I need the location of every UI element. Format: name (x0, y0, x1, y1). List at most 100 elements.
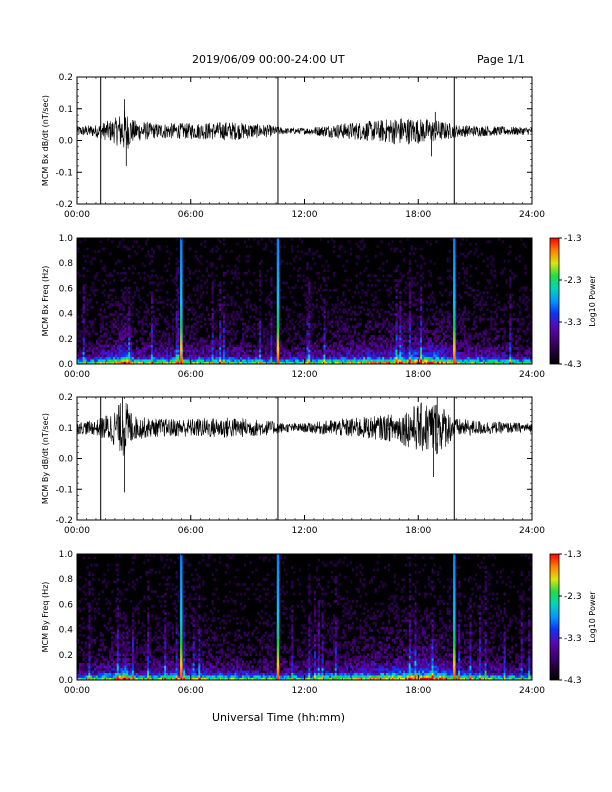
spectrogram-cell (380, 349, 383, 353)
spectrogram-cell (259, 271, 262, 275)
spectrogram-cell (367, 313, 370, 316)
spectrogram-cell (118, 313, 121, 316)
spectrogram-cell (279, 342, 283, 345)
spectrogram-cell (296, 313, 300, 316)
spectrogram-cell (442, 351, 446, 355)
spectrogram-cell (152, 269, 156, 273)
spectrogram-cell (217, 342, 220, 345)
spectrogram-cell (219, 291, 222, 295)
spectrogram-cell (183, 351, 186, 355)
spectrogram-cell (465, 269, 468, 273)
spectrogram-cell (128, 337, 131, 341)
spectrogram-cell (183, 339, 186, 343)
spectrogram-cell (228, 359, 231, 362)
spectrogram-cell (433, 262, 436, 265)
spectrogram-cell (245, 344, 248, 348)
spectrogram-cell (135, 347, 138, 350)
spectrogram-cell (509, 296, 512, 299)
spectrogram-cell (257, 356, 260, 360)
spectrogram-cell (249, 315, 252, 319)
spectrogram-cell (306, 337, 309, 341)
spectrogram-cell (444, 351, 447, 355)
spectrogram-cell (204, 359, 207, 362)
spectrogram-cell (154, 320, 157, 324)
spectrogram-cell (514, 339, 518, 343)
spectrogram-cell (238, 315, 241, 319)
spectrogram-cell (128, 332, 131, 336)
spectrogram-cell (327, 359, 330, 362)
spectrogram-cell (175, 361, 178, 365)
spectrogram-cell (175, 322, 178, 326)
spectrogram-cell (99, 351, 102, 355)
spectrogram-cell (312, 313, 315, 316)
spectrogram-cell (370, 284, 374, 287)
spectrogram-cell (128, 308, 131, 311)
spectrogram-cell (363, 349, 366, 353)
spectrogram-cell (514, 334, 518, 338)
spectrogram-cell (249, 342, 252, 345)
spectrogram-cell (348, 288, 351, 292)
spectrogram-cell (120, 361, 123, 365)
spectrogram-cell (149, 276, 152, 280)
spectrogram-cell (281, 347, 284, 350)
spectrogram-cell (241, 334, 245, 338)
spectrogram-cell (217, 361, 220, 365)
spectrogram-cell (441, 320, 444, 324)
spectrogram-cell (211, 347, 214, 350)
spectrogram-cell (285, 359, 288, 362)
spectrogram-cell (465, 317, 468, 321)
spectrogram-cell (147, 359, 150, 362)
spectrogram-cell (456, 254, 459, 258)
spectrogram-cell (406, 327, 410, 331)
spectrogram-cell (473, 337, 476, 341)
spectrogram-cell (422, 359, 425, 362)
spectrogram-cell (295, 356, 298, 360)
spectrogram-cell (425, 347, 429, 350)
spectrogram-cell (482, 339, 485, 343)
spectrogram-cell (319, 254, 322, 258)
spectrogram-cell (374, 291, 377, 295)
spectrogram-cell (357, 356, 360, 360)
spectrogram-cell (342, 339, 345, 343)
spectrogram-cell (365, 267, 368, 270)
spectrogram-cell (306, 342, 309, 345)
spectrogram-cell (114, 310, 118, 314)
spectrogram-cell (446, 347, 449, 350)
spectrogram-cell (285, 262, 288, 265)
spectrogram-cell (321, 334, 324, 338)
spectrogram-cell (378, 339, 381, 343)
spectrogram-cell (350, 337, 353, 341)
spectrogram-cell (158, 356, 161, 360)
spectrogram-cell (494, 339, 497, 343)
spectrogram-cell (158, 359, 161, 362)
spectrogram-cell (393, 250, 396, 253)
spectrogram-cell (389, 344, 393, 348)
spectrogram-cell (274, 344, 277, 348)
spectrogram-cell (118, 303, 121, 307)
spectrogram-cell (289, 354, 292, 358)
spectrogram-cell (315, 359, 319, 362)
spectrogram-cell (444, 354, 447, 358)
spectrogram-cell (514, 342, 518, 345)
spectrogram-cell (308, 281, 311, 285)
spectrogram-cell (509, 284, 512, 287)
spectrogram-cell (478, 361, 482, 365)
spectrogram-cell (484, 286, 487, 290)
spectrogram-cell (427, 303, 430, 307)
spectrogram-cell (211, 301, 214, 304)
spectrogram-cell (145, 317, 148, 321)
spectrogram-cell (315, 271, 319, 275)
spectrogram-cell (84, 342, 87, 345)
spectrogram-cell (230, 351, 233, 355)
spectrogram-cell (86, 330, 89, 333)
spectrogram-cell (262, 359, 265, 362)
spectrogram-cell (389, 325, 393, 328)
spectrogram-cell (287, 327, 290, 331)
spectrogram-cell (441, 359, 444, 362)
spectrogram-cell (222, 274, 226, 278)
spectrogram-cell (391, 339, 394, 343)
spectrogram-cell (116, 315, 120, 319)
spectrogram-cell (370, 344, 374, 348)
spectrogram-cell (406, 322, 410, 326)
spectrogram-cell (484, 327, 487, 331)
